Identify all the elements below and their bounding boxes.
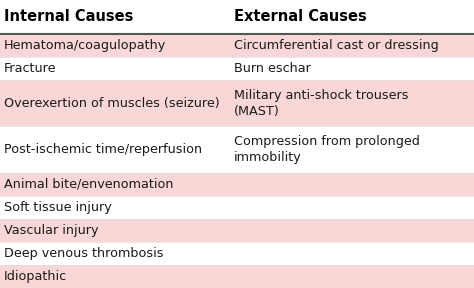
Text: Fracture: Fracture	[4, 62, 56, 75]
Bar	[0, 0, 474, 34]
Text: Soft tissue injury: Soft tissue injury	[4, 201, 111, 214]
Text: Animal bite/envenomation: Animal bite/envenomation	[4, 178, 173, 191]
Text: Military anti-shock trousers
(MAST): Military anti-shock trousers (MAST)	[234, 88, 408, 118]
Text: Compression from prolonged
immobility: Compression from prolonged immobility	[234, 135, 419, 164]
Bar	[0, 196, 474, 219]
Text: Deep venous thrombosis: Deep venous thrombosis	[4, 247, 163, 260]
Bar	[0, 34, 474, 57]
Bar	[0, 173, 474, 196]
Text: Internal Causes: Internal Causes	[4, 10, 133, 24]
Bar	[0, 126, 474, 173]
Bar	[0, 242, 474, 265]
Text: Post-ischemic time/reperfusion: Post-ischemic time/reperfusion	[4, 143, 202, 156]
Bar	[0, 57, 474, 80]
Text: Overexertion of muscles (seizure): Overexertion of muscles (seizure)	[4, 97, 219, 110]
Bar	[0, 265, 474, 288]
Text: Burn eschar: Burn eschar	[234, 62, 310, 75]
Text: Idiopathic: Idiopathic	[4, 270, 67, 283]
Text: External Causes: External Causes	[234, 10, 366, 24]
Text: Hematoma/coagulopathy: Hematoma/coagulopathy	[4, 39, 166, 52]
Bar	[0, 80, 474, 126]
Bar	[0, 219, 474, 242]
Text: Vascular injury: Vascular injury	[4, 224, 98, 237]
Text: Circumferential cast or dressing: Circumferential cast or dressing	[234, 39, 438, 52]
